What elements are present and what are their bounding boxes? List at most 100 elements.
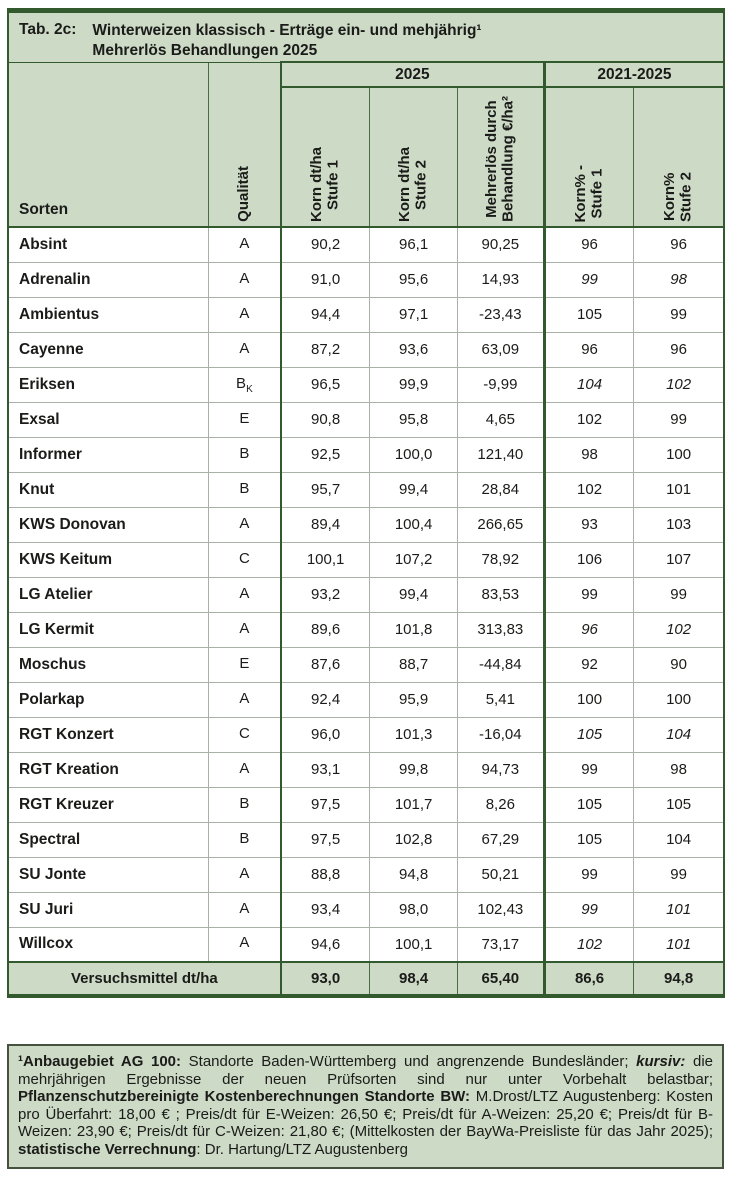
mehrerloes-value: 50,21 — [457, 856, 546, 892]
quality-class: B — [208, 786, 281, 822]
table-row: SU Juri A 93,4 98,0 102,43 99 101 — [8, 891, 724, 927]
variety-name: Informer — [8, 436, 210, 472]
kornpct-stufe2-value: 99 — [633, 296, 724, 332]
korn-stufe1-value: 100,1 — [279, 541, 371, 577]
variety-name: Eriksen — [8, 366, 210, 402]
table-row: Spectral B 97,5 102,8 67,29 105 104 — [8, 821, 724, 857]
mehrerloes-value: 14,93 — [457, 261, 546, 297]
quality-class: A — [208, 576, 281, 612]
quality-class: BK — [208, 366, 281, 402]
kornpct-stufe1-value: 96 — [542, 331, 635, 367]
table-row: RGT Kreuzer B 97,5 101,7 8,26 105 105 — [8, 786, 724, 822]
kornpct-stufe2-value: 101 — [633, 891, 724, 927]
column-header-kornpct-stufe1: Korn% - Stufe 1 — [542, 87, 635, 228]
column-header-korn-stufe2: Korn dt/ha Stufe 2 — [369, 87, 458, 228]
korn-stufe2-value: 99,4 — [369, 576, 458, 612]
korn-stufe2-value: 101,3 — [369, 716, 458, 752]
variety-name: LG Kermit — [8, 611, 210, 647]
korn-stufe1-value: 92,5 — [279, 436, 371, 472]
column-header-sorten: Sorten — [8, 62, 210, 228]
quality-class: B — [208, 471, 281, 507]
table-title: Tab. 2c: Winterweizen klassisch - Erträg… — [8, 10, 724, 63]
variety-name: KWS Donovan — [8, 506, 210, 542]
quality-class: A — [208, 891, 281, 927]
korn-stufe2-value: 95,9 — [369, 681, 458, 717]
quality-class: A — [208, 226, 281, 262]
table-row: LG Kermit A 89,6 101,8 313,83 96 102 — [8, 611, 724, 647]
korn-stufe1-value: 97,5 — [279, 786, 371, 822]
mehrerloes-value: 90,25 — [457, 226, 546, 262]
mehrerloes-value: 266,65 — [457, 506, 546, 542]
kornpct-stufe1-value: 99 — [542, 261, 635, 297]
footnote-segment: Pflanzenschutzbereinigte Kostenberechnun… — [18, 1088, 471, 1106]
korn-stufe1-value: 89,6 — [279, 611, 371, 647]
mehrerloes-value: 313,83 — [457, 611, 546, 647]
korn-stufe2-value: 96,1 — [369, 226, 458, 262]
kornpct-stufe2-value: 98 — [633, 261, 724, 297]
table-row: LG Atelier A 93,2 99,4 83,53 99 99 — [8, 576, 724, 612]
variety-name: Knut — [8, 471, 210, 507]
table-row: RGT Konzert C 96,0 101,3 -16,04 105 104 — [8, 716, 724, 752]
title-prefix: Tab. 2c: — [19, 21, 77, 38]
quality-class: A — [208, 611, 281, 647]
korn-stufe1-value: 97,5 — [279, 821, 371, 857]
mehrerloes-value: 8,26 — [457, 786, 546, 822]
variety-name: Absint — [8, 226, 210, 262]
kornpct-stufe1-value: 102 — [542, 471, 635, 507]
korn-stufe1-value: 96,5 — [279, 366, 371, 402]
korn-stufe1-value: 96,0 — [279, 716, 371, 752]
kornpct-stufe2-value: 100 — [633, 681, 724, 717]
korn-stufe2-value: 94,8 — [369, 856, 458, 892]
kornpct-stufe2-value: 90 — [633, 646, 724, 682]
variety-name: SU Jonte — [8, 856, 210, 892]
variety-name: Adrenalin — [8, 261, 210, 297]
mehrerloes-value: 28,84 — [457, 471, 546, 507]
mehrerloes-value: -9,99 — [457, 366, 546, 402]
korn-stufe1-value: 92,4 — [279, 681, 371, 717]
variety-name: RGT Kreation — [8, 751, 210, 787]
footnote-segment: M.Drost/LTZ Augustenberg: Kosten pro Übe… — [18, 1088, 713, 1141]
column-header-kornpct-stufe2: Korn% Stufe 2 — [633, 87, 724, 228]
kornpct-stufe2-value: 99 — [633, 401, 724, 437]
mehrerloes-value: -44,84 — [457, 646, 546, 682]
quality-class: B — [208, 821, 281, 857]
korn-stufe1-value: 93,2 — [279, 576, 371, 612]
korn-stufe2-value: 107,2 — [369, 541, 458, 577]
table-row: KWS Keitum C 100,1 107,2 78,92 106 107 — [8, 541, 724, 577]
korn-stufe2-value: 99,9 — [369, 366, 458, 402]
mehrerloes-value: 94,73 — [457, 751, 546, 787]
table-row: Absint A 90,2 96,1 90,25 96 96 — [8, 226, 724, 262]
table-row: Polarkap A 92,4 95,9 5,41 100 100 — [8, 681, 724, 717]
korn-stufe1-value: 88,8 — [279, 856, 371, 892]
variety-name: Moschus — [8, 646, 210, 682]
mehrerloes-value: 73,17 — [457, 926, 546, 962]
korn-stufe2-value: 95,8 — [369, 401, 458, 437]
footer-korn-stufe1: 93,0 — [279, 961, 371, 996]
korn-stufe1-value: 90,8 — [279, 401, 371, 437]
variety-name: Polarkap — [8, 681, 210, 717]
table-row: Eriksen BK 96,5 99,9 -9,99 104 102 — [8, 366, 724, 402]
mehrerloes-value: 4,65 — [457, 401, 546, 437]
mehrerloes-value: 102,43 — [457, 891, 546, 927]
korn-stufe1-value: 93,1 — [279, 751, 371, 787]
table-row: Exsal E 90,8 95,8 4,65 102 99 — [8, 401, 724, 437]
group-header-2025: 2025 — [279, 61, 546, 88]
kornpct-stufe2-value: 100 — [633, 436, 724, 472]
variety-name: RGT Kreuzer — [8, 786, 210, 822]
kornpct-stufe2-value: 104 — [633, 716, 724, 752]
variety-name: SU Juri — [8, 891, 210, 927]
footnote-segment: Standorte Baden-Württemberg und angrenze… — [181, 1053, 637, 1070]
korn-stufe1-value: 94,6 — [279, 926, 371, 962]
korn-stufe2-value: 93,6 — [369, 331, 458, 367]
kornpct-stufe1-value: 93 — [542, 506, 635, 542]
table-row: Cayenne A 87,2 93,6 63,09 96 96 — [8, 331, 724, 367]
table-row: Willcox A 94,6 100,1 73,17 102 101 — [8, 926, 724, 962]
table-row: Informer B 92,5 100,0 121,40 98 100 — [8, 436, 724, 472]
quality-class: C — [208, 541, 281, 577]
korn-stufe2-value: 99,8 — [369, 751, 458, 787]
footer-kornpct-stufe2: 94,8 — [633, 961, 724, 996]
kornpct-stufe2-value: 102 — [633, 611, 724, 647]
korn-stufe1-value: 87,6 — [279, 646, 371, 682]
korn-stufe1-value: 87,2 — [279, 331, 371, 367]
table-row: SU Jonte A 88,8 94,8 50,21 99 99 — [8, 856, 724, 892]
